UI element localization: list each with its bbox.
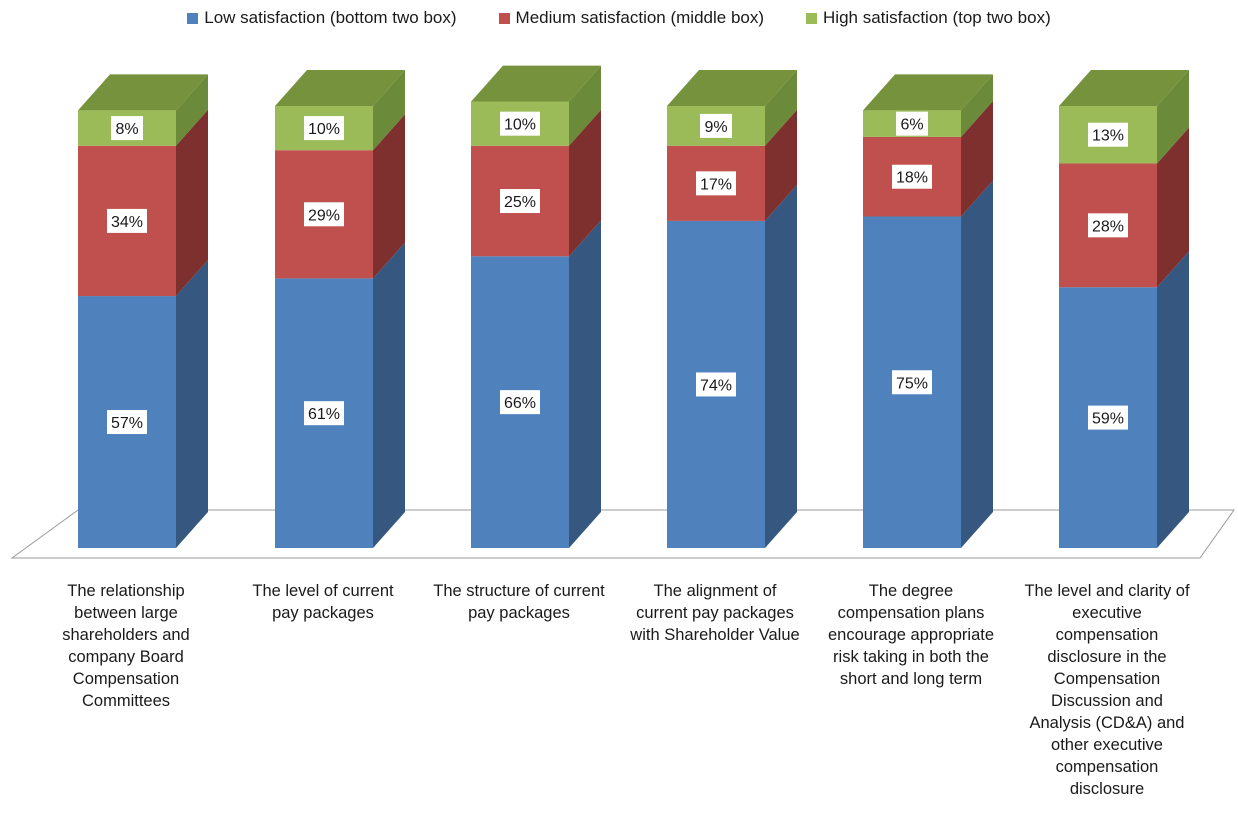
- data-label-box-low-0: [107, 410, 147, 435]
- data-label-box-medium-2: [500, 189, 540, 214]
- data-label-low-1: 61%: [308, 406, 340, 423]
- data-label-low-5: 59%: [1092, 411, 1124, 428]
- category-label-2: The structure of current pay packages: [433, 582, 605, 622]
- bar-side-low-1: [373, 242, 405, 548]
- bar-side-low-0: [176, 260, 208, 548]
- data-label-box-low-2: [500, 390, 540, 415]
- data-label-high-4: 6%: [900, 117, 923, 134]
- category-label-0: The relationship between large sharehold…: [62, 582, 190, 710]
- category-label-4: The degree compensation plans encourage …: [827, 582, 995, 688]
- data-label-box-low-3: [696, 372, 736, 397]
- data-label-medium-2: 25%: [504, 194, 536, 211]
- data-label-high-2: 10%: [504, 117, 536, 134]
- bar-side-medium-3: [765, 109, 797, 221]
- bar-side-medium-5: [1157, 127, 1189, 288]
- bar-top-3: [667, 70, 797, 106]
- legend-swatch-high: [806, 12, 818, 24]
- bar-top-0: [78, 74, 208, 111]
- legend-label-medium: Medium satisfaction (middle box): [515, 8, 765, 27]
- data-label-box-low-4: [892, 370, 932, 395]
- bar-side-medium-0: [176, 109, 208, 297]
- data-label-box-high-1: [304, 116, 344, 141]
- legend-item-high: High satisfaction (top two box): [806, 8, 1051, 28]
- data-label-medium-3: 17%: [700, 176, 732, 193]
- data-label-box-medium-4: [892, 164, 932, 189]
- bar-top-4: [863, 74, 993, 111]
- bar-top-1: [275, 70, 405, 106]
- legend-item-low: Low satisfaction (bottom two box): [187, 8, 457, 28]
- category-label-3: The alignment of current pay packages wi…: [630, 582, 800, 644]
- data-label-box-medium-3: [696, 171, 736, 196]
- bar-top-5: [1059, 70, 1189, 106]
- data-label-box-medium-0: [107, 208, 147, 233]
- legend-swatch-medium: [498, 12, 510, 24]
- data-label-box-high-4: [896, 111, 928, 136]
- data-label-box-low-5: [1088, 405, 1128, 430]
- data-label-box-high-5: [1088, 122, 1128, 147]
- data-label-medium-1: 29%: [308, 207, 340, 224]
- data-label-box-medium-5: [1088, 213, 1128, 238]
- category-label-1: The level of current pay packages: [252, 582, 394, 622]
- bar-side-low-3: [765, 184, 797, 549]
- bar-side-high-5: [1157, 70, 1189, 164]
- bar-top-2: [471, 65, 601, 102]
- bar-side-medium-1: [373, 114, 405, 279]
- bar-side-low-4: [961, 180, 993, 548]
- bar-side-high-0: [176, 74, 208, 146]
- data-label-low-0: 57%: [111, 415, 143, 432]
- bars-group: 57% 34% 8% 61% 29% 10% 66% 25% 10% 74% 17% 9% 75% 18%…: [78, 65, 1189, 549]
- data-label-box-medium-1: [304, 202, 344, 227]
- bar-side-medium-2: [569, 109, 601, 257]
- data-label-box-high-0: [111, 116, 143, 141]
- data-label-high-0: 8%: [115, 121, 138, 138]
- data-label-high-1: 10%: [308, 121, 340, 138]
- chart-floor: [10, 509, 1235, 559]
- data-label-low-2: 66%: [504, 395, 536, 412]
- data-label-low-4: 75%: [896, 375, 928, 392]
- data-label-low-3: 74%: [700, 377, 732, 394]
- bar-side-high-3: [765, 70, 797, 146]
- data-label-box-low-1: [304, 401, 344, 426]
- legend-swatch-low: [187, 12, 199, 24]
- legend-label-high: High satisfaction (top two box): [823, 8, 1051, 27]
- bar-side-high-2: [569, 65, 601, 146]
- bar-side-medium-4: [961, 100, 993, 217]
- chart-legend: Low satisfaction (bottom two box) Medium…: [0, 6, 1238, 30]
- data-label-high-3: 9%: [704, 119, 727, 136]
- bar-side-low-2: [569, 220, 601, 548]
- bar-side-high-4: [961, 74, 993, 137]
- data-label-medium-0: 34%: [111, 214, 143, 231]
- bar-side-high-1: [373, 70, 405, 151]
- data-label-box-high-2: [500, 111, 540, 136]
- data-label-medium-4: 18%: [896, 170, 928, 187]
- category-label-5: The level and clarity of executive compe…: [1024, 582, 1190, 798]
- data-label-high-5: 13%: [1092, 128, 1124, 145]
- bar-side-low-5: [1157, 251, 1189, 548]
- data-label-box-high-3: [700, 113, 732, 138]
- legend-label-low: Low satisfaction (bottom two box): [204, 8, 457, 27]
- data-label-medium-5: 28%: [1092, 218, 1124, 235]
- legend-item-medium: Medium satisfaction (middle box): [498, 8, 765, 28]
